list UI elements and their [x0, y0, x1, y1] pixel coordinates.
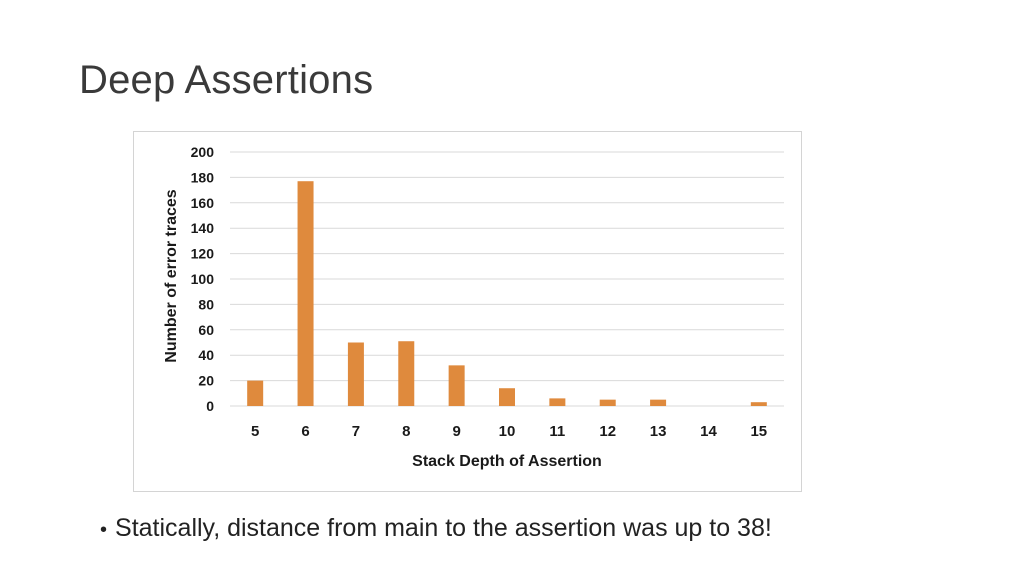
bar-10: [499, 388, 515, 406]
bars: [247, 181, 767, 406]
bar-7: [347, 342, 364, 406]
bar-15: [750, 402, 767, 406]
x-tick-label: 6: [301, 423, 309, 440]
bar-chart: 0 20 40 60 80 100 120 140 160 180 200 5 6 7 8 9 10 11 12 1…: [133, 131, 802, 492]
y-tick-labels: 0 20 40 60 80 100 120 140 160 180 200: [191, 144, 215, 414]
y-tick-label: 80: [198, 296, 214, 312]
y-tick-label: 140: [191, 220, 215, 236]
x-axis-title: Stack Depth of Assertion: [412, 453, 602, 470]
x-tick-label: 11: [549, 423, 565, 440]
y-tick-label: 100: [191, 271, 215, 287]
y-tick-label: 40: [198, 347, 214, 363]
x-tick-label: 8: [402, 423, 410, 440]
y-tick-label: 160: [191, 195, 215, 211]
y-tick-label: 60: [198, 322, 214, 338]
x-tick-label: 12: [599, 423, 616, 440]
chart-canvas: 0 20 40 60 80 100 120 140 160 180 200 5 6 7 8 9 10 11 12 1…: [163, 144, 784, 470]
x-tick-label: 7: [352, 423, 360, 440]
bar-13: [650, 399, 667, 406]
y-tick-label: 200: [191, 144, 215, 160]
bullet-icon: •: [100, 519, 108, 541]
grid-lines: [230, 151, 784, 407]
bar-12: [599, 399, 616, 406]
y-axis-title: Number of error traces: [163, 189, 180, 362]
bar-8: [398, 341, 415, 406]
y-tick-label: 20: [198, 373, 214, 389]
y-tick-label: 120: [191, 246, 215, 262]
x-tick-label: 5: [251, 423, 259, 440]
bullet-point: • Statically, distance from main to the …: [100, 514, 772, 543]
bar-5: [247, 380, 264, 406]
bar-6: [297, 181, 314, 406]
x-tick-labels: 5 6 7 8 9 10 11 12 13 14 15: [251, 423, 767, 440]
x-tick-label: 13: [650, 423, 667, 440]
bar-11: [549, 398, 566, 406]
y-tick-label: 0: [206, 398, 214, 414]
bar-9: [448, 365, 465, 406]
y-tick-label: 180: [191, 169, 215, 185]
x-tick-label: 9: [452, 423, 460, 440]
bullet-text: Statically, distance from main to the as…: [115, 514, 772, 542]
x-tick-label: 15: [750, 423, 767, 440]
slide-title: Deep Assertions: [79, 58, 374, 102]
x-tick-label: 14: [700, 423, 717, 440]
x-tick-label: 10: [499, 423, 516, 440]
